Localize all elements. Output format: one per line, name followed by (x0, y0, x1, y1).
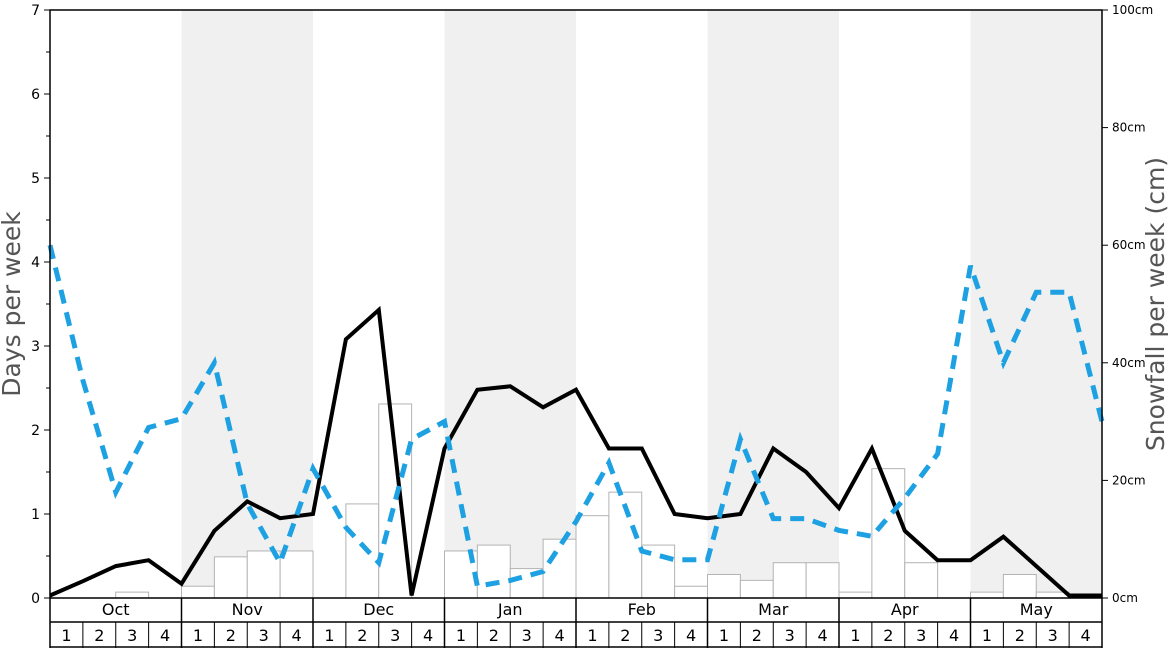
y-left-tick-label: 0 (31, 591, 40, 607)
bar-week-3 (115, 591, 150, 599)
y-left-tick-label: 7 (31, 3, 40, 19)
week-label: 2 (883, 626, 893, 645)
week-label: 1 (587, 626, 597, 645)
month-shade-jan (444, 10, 576, 598)
snowfall-bars (115, 403, 1070, 599)
week-label: 2 (489, 626, 499, 645)
week-label: 3 (916, 626, 926, 645)
month-label-nov: Nov (232, 600, 263, 619)
week-label: 2 (620, 626, 630, 645)
week-label: 1 (850, 626, 860, 645)
week-label: 1 (324, 626, 334, 645)
y-left-tick-label: 4 (31, 255, 40, 271)
bar-week-24 (805, 562, 840, 599)
bar-week-25 (838, 591, 873, 599)
week-label: 1 (982, 626, 992, 645)
bar-week-8 (279, 550, 314, 599)
week-label: 1 (719, 626, 729, 645)
week-label: 1 (61, 626, 71, 645)
bar-week-14 (476, 544, 511, 599)
month-week-table: Oct 1 2 3 4 Nov 1 2 3 4 Dec 1 2 3 4 Jan 1 2 3 4 Feb 1 2 3 4 Mar 1 2… (49, 598, 1103, 648)
y-left-tick-label: 3 (31, 339, 40, 355)
week-label: 4 (554, 626, 564, 645)
month-shade-may (970, 10, 1102, 598)
bar-week-20 (674, 585, 708, 599)
week-label: 3 (1048, 626, 1058, 645)
month-label-may: May (1020, 600, 1053, 619)
week-label: 1 (456, 626, 466, 645)
week-label: 4 (686, 626, 696, 645)
month-label-jan: Jan (497, 600, 523, 619)
month-label-mar: Mar (758, 600, 789, 619)
bar-week-30 (1002, 573, 1037, 599)
bar-week-16 (542, 538, 577, 599)
y-left-tick-label: 6 (31, 87, 40, 103)
week-label: 3 (785, 626, 795, 645)
y-left-tick-label: 2 (31, 423, 40, 439)
week-label: 2 (226, 626, 236, 645)
bar-week-23 (772, 562, 807, 599)
week-label: 2 (357, 626, 367, 645)
y-left-tick-label: 5 (31, 171, 40, 187)
snowfall-line (47, 244, 1105, 590)
week-label: 2 (752, 626, 762, 645)
week-label: 4 (160, 626, 170, 645)
y-right-tick-label: 60cm (1112, 238, 1146, 252)
y-right-tick-label: 100cm (1112, 3, 1153, 17)
bar-week-10 (345, 503, 380, 599)
bar-week-27 (904, 562, 939, 599)
week-label: 1 (193, 626, 203, 645)
bar-week-6 (213, 556, 248, 599)
week-label: 3 (653, 626, 663, 645)
axes: 0 1 2 3 4 5 6 7 0cm 20cm 40cm 60cm 80cm 100cm (31, 3, 1153, 607)
bar-week-17 (575, 515, 610, 599)
week-label: 3 (390, 626, 400, 645)
y-right-tick-label: 40cm (1112, 356, 1146, 370)
week-label: 3 (127, 626, 137, 645)
data-lines (47, 244, 1105, 598)
week-label: 4 (817, 626, 827, 645)
y-left-tick-label: 1 (31, 507, 40, 523)
week-label: 3 (259, 626, 269, 645)
week-label: 4 (949, 626, 959, 645)
bar-week-22 (739, 579, 774, 599)
week-label: 2 (1015, 626, 1025, 645)
y-right-tick-label: 20cm (1112, 473, 1146, 487)
month-label-feb: Feb (628, 600, 656, 619)
month-shading (181, 10, 1102, 598)
month-label-apr: Apr (891, 600, 919, 619)
month-shade-nov (181, 10, 313, 598)
y-axis-left-label: Days per week (0, 211, 26, 397)
week-label: 4 (291, 626, 301, 645)
week-label: 3 (522, 626, 532, 645)
month-label-oct: Oct (102, 600, 130, 619)
week-label: 4 (423, 626, 433, 645)
month-shade-mar (707, 10, 839, 598)
week-label: 4 (1080, 626, 1090, 645)
bar-week-29 (970, 591, 1004, 599)
days-line (49, 305, 1102, 598)
y-axis-right-label: Snowfall per week (cm) (1141, 157, 1168, 451)
week-label: 2 (94, 626, 104, 645)
y-right-tick-label: 0cm (1112, 591, 1138, 605)
bar-week-21 (707, 573, 741, 599)
month-label-dec: Dec (363, 600, 394, 619)
y-right-tick-label: 80cm (1112, 121, 1146, 135)
bar-week-5 (181, 585, 215, 599)
